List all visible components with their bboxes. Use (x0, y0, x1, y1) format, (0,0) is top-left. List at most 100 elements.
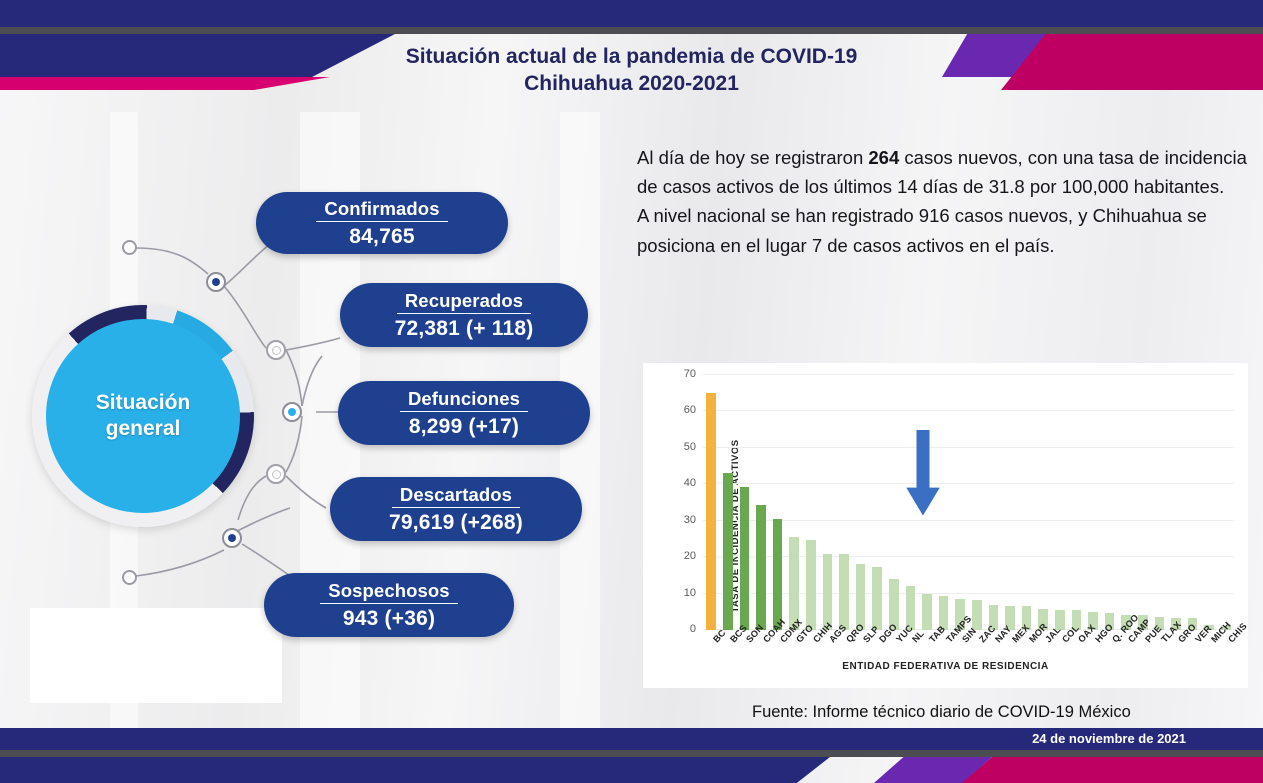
bar-chih (806, 539, 816, 630)
bar-column (919, 375, 936, 630)
bar-zac (971, 599, 982, 630)
x-label-column: MOR (1018, 621, 1049, 683)
header-magenta-shape (1001, 34, 1263, 90)
stat-pill-sospechosos[interactable]: Sospechosos 943 (+36) (264, 573, 514, 637)
y-axis-tick: 20 (683, 550, 696, 563)
circle-label-line1: Situación (95, 390, 191, 414)
junction-node-3 (282, 402, 302, 422)
blank-placeholder-box (30, 608, 282, 703)
bar-column (1035, 375, 1052, 630)
junction-node-5 (222, 528, 242, 548)
x-label-column: BC (703, 628, 728, 683)
y-axis-tick: 30 (683, 513, 696, 526)
x-label-column: HGO (1085, 622, 1115, 683)
bar-son (739, 487, 750, 630)
gridline: 70 (684, 368, 1234, 380)
bar-column (902, 375, 919, 630)
x-label-column: Q. ROO (1101, 612, 1140, 683)
gridline: 0 (690, 623, 1234, 635)
x-label-column: CDMX (769, 617, 804, 683)
header-top-navy-bar (0, 0, 1263, 27)
bar-ver (1187, 618, 1198, 630)
bar-column (1018, 375, 1035, 630)
y-axis-tick: 10 (683, 586, 696, 599)
bar-column (1168, 375, 1185, 630)
stat-pill-descartados[interactable]: Descartados 79,619 (+268) (330, 477, 582, 541)
bar-column (786, 375, 803, 630)
bar-column (1051, 375, 1068, 630)
stat-value: 943 (+36) (342, 606, 436, 630)
circle-center-label: Situación general (46, 319, 240, 513)
stat-pill-confirmados[interactable]: Confirmados 84,765 (256, 192, 508, 254)
x-label-column: CAMP (1118, 617, 1152, 683)
bar-column (886, 375, 903, 630)
stat-label: Defunciones (399, 388, 529, 412)
bar-tlax (1154, 616, 1165, 630)
x-label-column: MEX (1002, 623, 1031, 683)
x-label-column: OAX (1068, 623, 1098, 683)
bar-oax (1071, 610, 1082, 630)
x-label-column: GRO (1168, 622, 1198, 683)
bar-mich (1204, 624, 1214, 630)
bar-column (1217, 375, 1234, 630)
x-label-column: NAY (985, 624, 1014, 683)
stat-pill-recuperados[interactable]: Recuperados 72,381 (+ 118) (340, 283, 588, 347)
bar-column (985, 375, 1002, 630)
y-axis-tick: 60 (683, 404, 696, 417)
circle-label-line2: general (105, 417, 181, 440)
bar-cdmx (772, 518, 783, 630)
bar-column (1184, 375, 1201, 630)
junction-node-1 (206, 272, 226, 292)
chart-x-axis-title: ENTIDAD FEDERATIVA DE RESIDENCIA (842, 661, 1049, 672)
x-label-column: VER (1184, 623, 1213, 683)
bar-column (836, 375, 853, 630)
bar-ags (822, 553, 833, 630)
header-gray-divider (0, 27, 1263, 34)
bar-pue (1137, 615, 1148, 630)
chart-plot-area: 0 10 20 30 40 50 60 70 (684, 368, 1234, 635)
chart-bars (703, 375, 1234, 630)
bar-column (1002, 375, 1019, 630)
bar-column (852, 375, 869, 630)
bar-column (803, 375, 820, 630)
bar-camp (1121, 614, 1131, 630)
bar-mex (1005, 605, 1015, 630)
endpoint-node-bottom (122, 570, 137, 585)
bar-column (1101, 375, 1118, 630)
bar-column (819, 375, 836, 630)
bar-slp (855, 564, 866, 630)
stat-pill-defunciones[interactable]: Defunciones 8,299 (+17) (338, 381, 590, 445)
bar-sin (955, 599, 965, 630)
footer-date-bar (0, 728, 1263, 750)
stat-value: 84,765 (349, 224, 415, 248)
x-label-column: PUE (1134, 623, 1163, 683)
bar-column (952, 375, 969, 630)
new-cases-count: 264 (868, 147, 900, 168)
stat-label: Recuperados (396, 290, 532, 314)
x-label-column: DGO (869, 622, 899, 683)
x-label-column: QRO (836, 622, 866, 683)
situation-circle: Situación general (32, 305, 254, 527)
stat-value: 8,299 (+17) (408, 414, 520, 438)
summary-paragraph-2: A nivel nacional se han registrado 916 c… (637, 205, 1207, 256)
x-label-column: JAL (1035, 624, 1062, 683)
bar-qro (839, 554, 849, 630)
bar-column (720, 375, 737, 630)
bar-nl (905, 585, 916, 630)
y-axis-tick: 40 (683, 477, 696, 490)
y-axis-tick: 50 (683, 440, 696, 453)
bar-column (869, 375, 886, 630)
gridline: 30 (684, 514, 1234, 526)
x-label-column: TAB (919, 624, 947, 683)
bar-chis (1220, 626, 1231, 630)
bar-dgo (872, 567, 883, 630)
x-label-column: COAH (753, 617, 787, 683)
junction-node-2 (266, 340, 286, 360)
x-label-column: COL (1051, 623, 1081, 683)
gridline: 40 (684, 477, 1234, 489)
bar-bcs (723, 473, 733, 630)
page-footer: 24 de noviembre de 2021 (0, 728, 1263, 783)
x-label-column: YUC (886, 623, 915, 683)
bar-hgo (1088, 611, 1098, 630)
page-title-line1: Situación actual de la pandemia de COVID… (405, 45, 858, 68)
